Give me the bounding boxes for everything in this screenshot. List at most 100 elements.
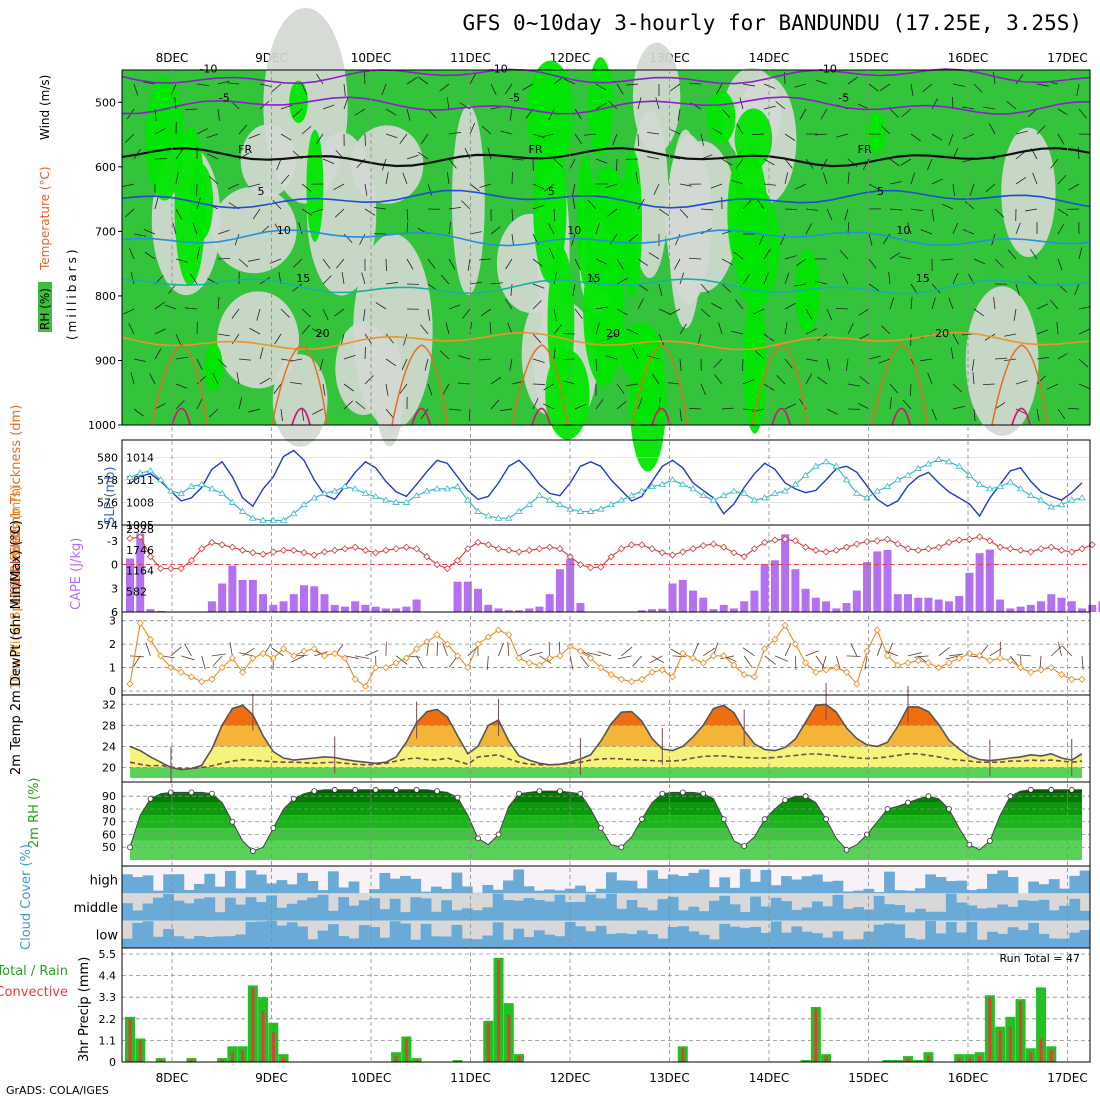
wind-barb [143, 228, 156, 235]
wind-barb [149, 373, 156, 385]
rh-point [720, 816, 727, 823]
wind-point [218, 663, 226, 672]
cape-bar [340, 606, 349, 612]
wind-barb [385, 133, 398, 139]
top-date-8DEC: 8DEC [156, 51, 189, 65]
temp-bands [130, 704, 1082, 778]
wind-barb [909, 383, 912, 397]
cape-bar [361, 604, 370, 612]
wind-barb [280, 174, 290, 185]
wind-point [187, 673, 195, 681]
wind-barb [859, 376, 870, 385]
cape-bar [351, 601, 360, 612]
wind-barb [343, 83, 346, 96]
cape-bar [648, 609, 657, 612]
cloud-cell [142, 875, 154, 894]
cloud-cell [987, 907, 998, 921]
thickness-point [1037, 496, 1045, 503]
wind-point [924, 659, 933, 667]
wind-barb [532, 300, 542, 310]
cape-bar [576, 603, 585, 612]
wind-barb [655, 97, 660, 110]
wind-barb [595, 306, 608, 310]
wind-point [976, 652, 984, 660]
wind-point [331, 649, 339, 658]
wind-barb [626, 383, 639, 387]
surface-barb [938, 646, 950, 657]
pressure-tick-800: 800 [95, 290, 116, 303]
cape-bar [975, 553, 984, 612]
cloud-cell [451, 924, 463, 948]
cloud-cell [904, 938, 916, 948]
wind-point [617, 675, 625, 683]
cape-bar [207, 601, 216, 612]
surface-barb [211, 653, 226, 657]
cloud-cell [163, 893, 174, 921]
label-wind: Wind (m/s) [38, 75, 52, 140]
convective-bar [404, 1038, 408, 1062]
wind-point [208, 675, 216, 683]
cape-bar [863, 562, 872, 612]
li-point [290, 546, 298, 554]
wind-barb [500, 408, 513, 412]
cloud-cell [245, 897, 257, 921]
wind-barb [427, 308, 431, 321]
wind-point [791, 640, 799, 648]
wind-barb [721, 108, 731, 119]
li-point [351, 543, 359, 551]
surface-barb [507, 641, 510, 656]
wind-barb [835, 307, 849, 310]
rh-tick: 60 [102, 828, 116, 841]
convective-bar [998, 1030, 1002, 1062]
thickness-point [157, 476, 165, 483]
cloud-cell [750, 926, 761, 948]
thickness-point [1027, 491, 1035, 499]
thickness-point [382, 496, 390, 503]
thickness-point [187, 482, 196, 490]
wind-barb [363, 308, 366, 321]
surface-barb [1061, 645, 1073, 657]
surface-barb [835, 655, 841, 670]
cloud-cell [688, 872, 700, 894]
wind-barb [143, 81, 156, 85]
wind-barb [880, 125, 891, 135]
wind-point [597, 663, 605, 672]
li-point [781, 535, 789, 543]
surface-barb [621, 646, 633, 657]
wind-barb [385, 358, 397, 367]
wind-point [1027, 668, 1035, 676]
cloud-cell [873, 895, 885, 921]
wind-barb [868, 355, 881, 360]
wind-barb [248, 183, 261, 188]
cape-bar [637, 610, 646, 612]
rh-point [884, 806, 891, 812]
slp-tick: 1011 [126, 474, 154, 487]
cloud-cell [379, 872, 391, 894]
wind-barb [256, 308, 261, 321]
wind-barb [595, 222, 600, 235]
cloud-cell [235, 904, 247, 921]
wind-barb [249, 327, 261, 335]
cloud-cell [224, 936, 236, 948]
wind-barb [763, 248, 771, 260]
cloud-cell [678, 875, 689, 894]
wind-barb [175, 258, 188, 263]
thickness-point [392, 498, 400, 505]
thickness-point [1006, 478, 1015, 485]
moist-zone [174, 126, 206, 286]
rh-point [516, 790, 522, 797]
cape-bar [566, 558, 575, 612]
wind-barb [1015, 151, 1026, 160]
thickness-point [853, 489, 861, 496]
wind-barb [763, 272, 769, 285]
cloud-cell [914, 939, 926, 948]
cloud-cell [739, 869, 751, 894]
wind-barb [1077, 146, 1080, 160]
cloud-cell [286, 884, 298, 894]
li-point [842, 543, 851, 551]
cape-bar [412, 599, 421, 612]
cloud-cell [1079, 930, 1091, 948]
wind-point [658, 666, 666, 674]
cloud-cell [1038, 933, 1050, 948]
wind-point [986, 656, 994, 665]
